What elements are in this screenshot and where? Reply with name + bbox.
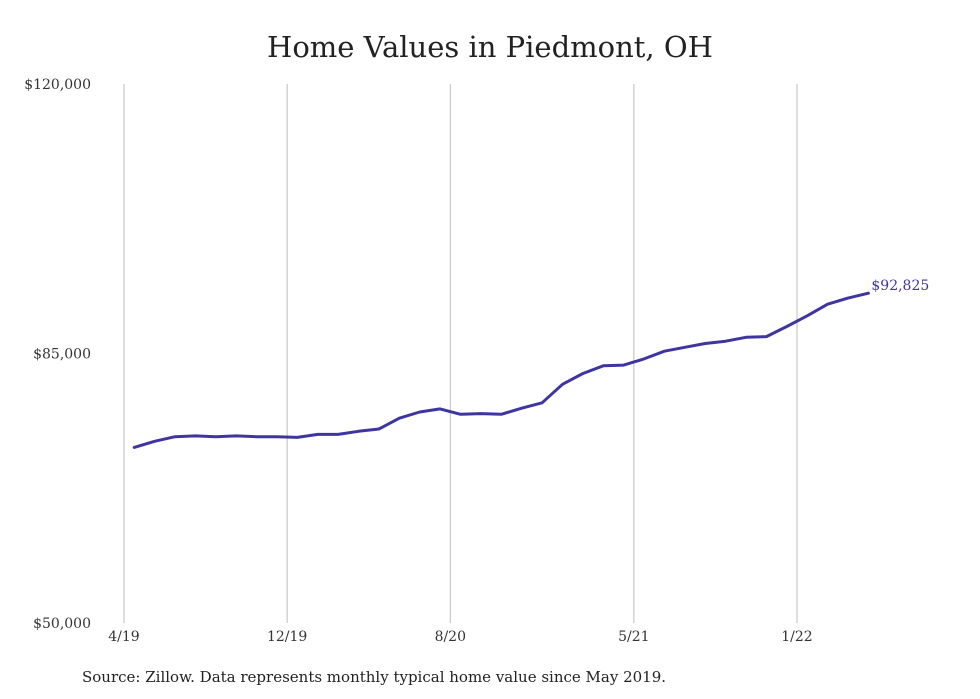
y-axis-ticks: $120,000 $85,000 $50,000 (24, 77, 91, 632)
line-chart: $120,000 $85,000 $50,000 4/19 12/19 8/20 5/21… (24, 77, 929, 645)
x-axis-ticks: 4/19 12/19 8/20 5/21 1/22 (108, 629, 812, 645)
chart-title: Home Values in Piedmont, OH (267, 30, 713, 64)
grid-lines (123, 84, 798, 623)
x-tick-label: 12/19 (267, 629, 307, 645)
source-note: Source: Zillow. Data represents monthly … (82, 668, 667, 686)
x-tick-label: 1/22 (781, 629, 812, 645)
x-tick-label: 5/21 (618, 629, 649, 645)
end-value-label: $92,825 (871, 278, 929, 294)
y-tick-label: $85,000 (33, 347, 91, 363)
x-tick-label: 8/20 (435, 629, 466, 645)
y-tick-label: $120,000 (24, 77, 91, 93)
series-line (132, 291, 870, 449)
x-tick-label: 4/19 (108, 629, 139, 645)
y-tick-label: $50,000 (33, 616, 91, 632)
